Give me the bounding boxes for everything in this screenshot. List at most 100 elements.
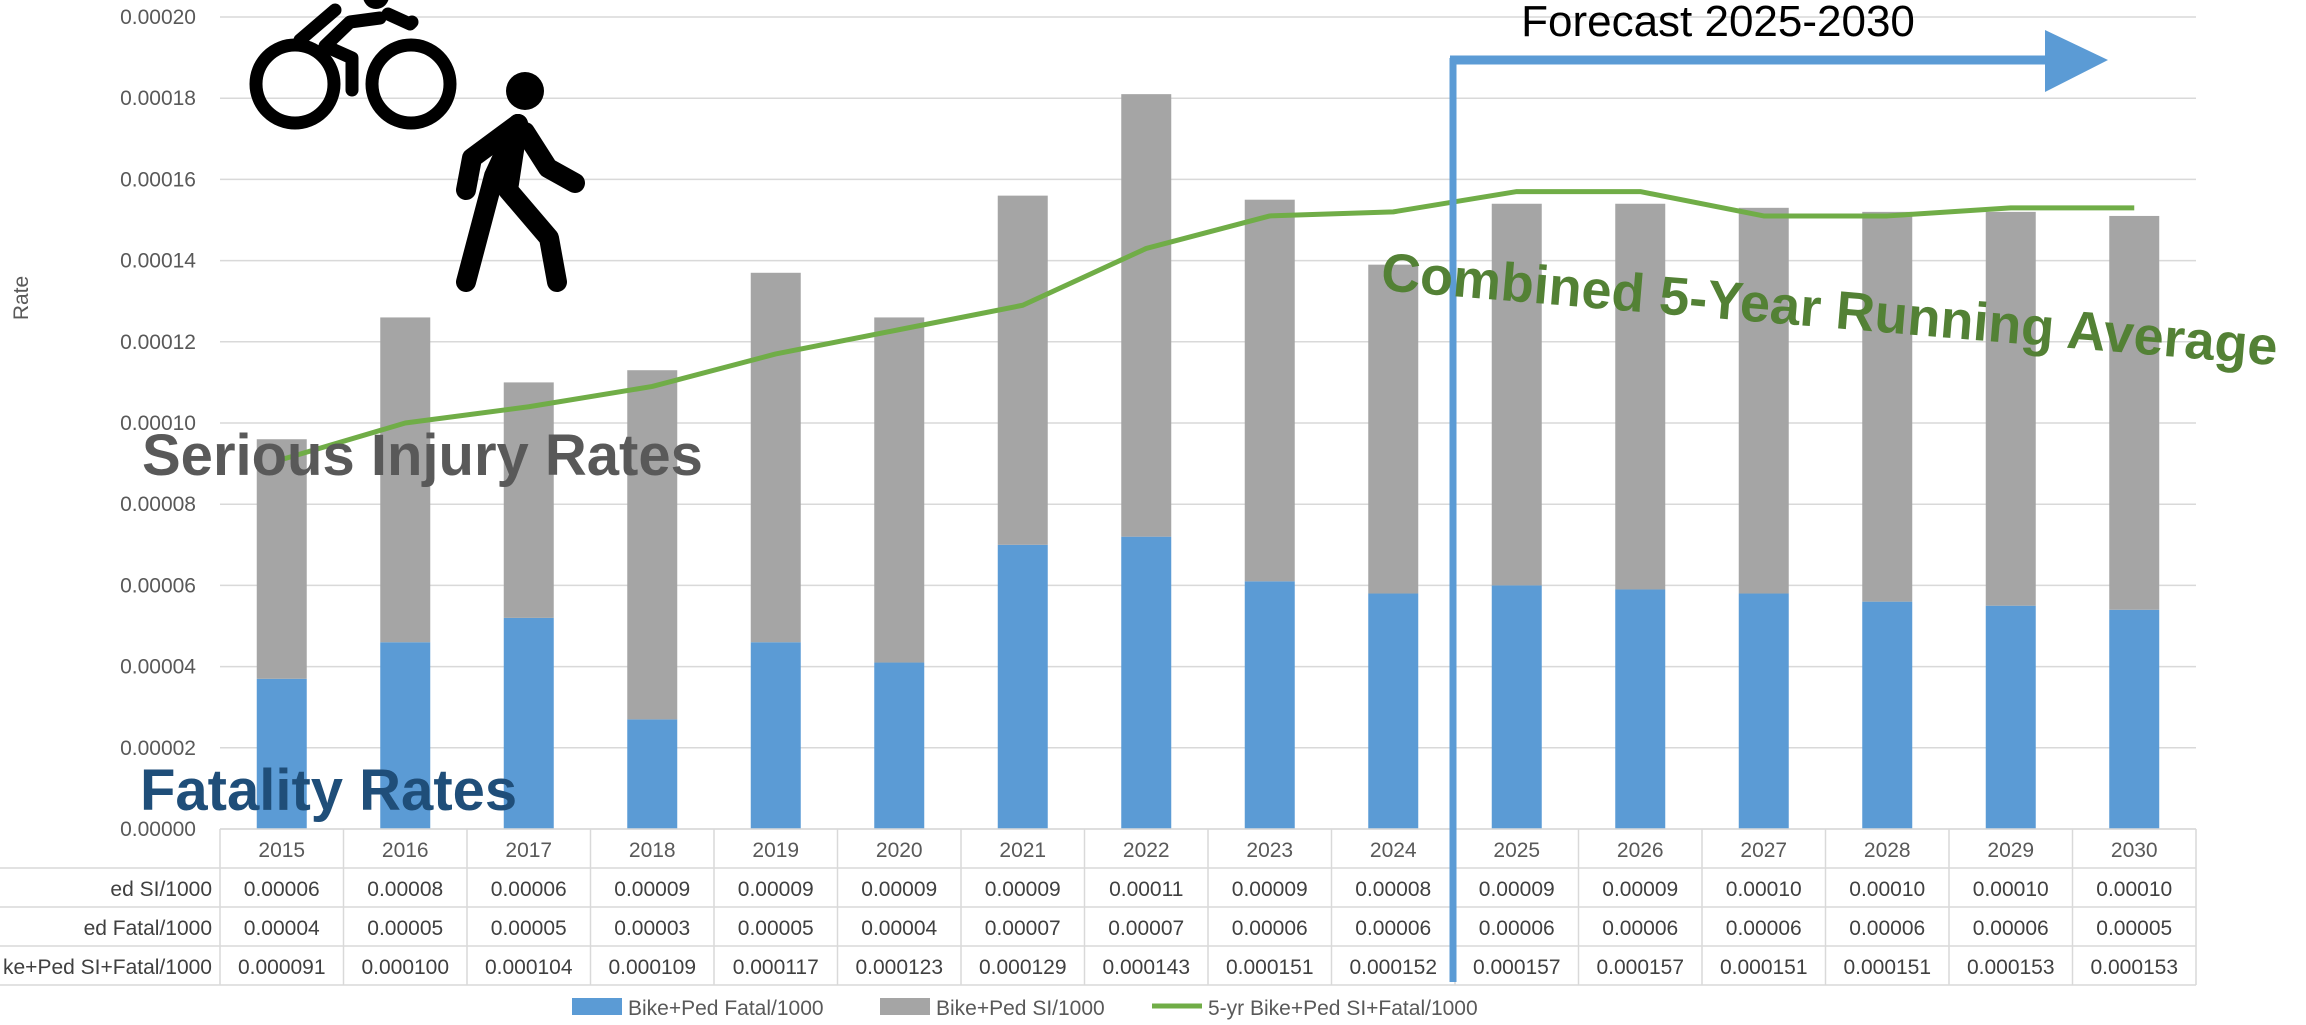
table-cell: 0.000152 — [1349, 956, 1437, 979]
legend-label: 5-yr Bike+Ped SI+Fatal/1000 — [1208, 997, 1478, 1020]
bar-bike-ped-si-1000 — [380, 317, 431, 643]
x-tick-label: 2027 — [1740, 839, 1787, 862]
x-tick-label: 2022 — [1123, 839, 1170, 862]
table-cell: 0.00006 — [1602, 917, 1678, 940]
bar-bike-ped-fatal-1000 — [1738, 593, 1789, 829]
bar-bike-ped-fatal-1000 — [1615, 589, 1666, 829]
table-cell: 0.00008 — [1355, 878, 1431, 901]
legend-label: Bike+Ped Fatal/1000 — [628, 997, 824, 1020]
table-cell: 0.00010 — [1726, 878, 1802, 901]
table-cell: 0.00010 — [2096, 878, 2172, 901]
table-cell: 0.000151 — [1226, 956, 1314, 979]
legend-swatch — [880, 998, 930, 1015]
running-average-line — [281, 189, 2135, 462]
bar-bike-ped-si-1000 — [1862, 211, 1913, 602]
table-cell: 0.00006 — [1849, 917, 1925, 940]
x-tick-label: 2015 — [258, 839, 305, 862]
table-cell: 0.00006 — [244, 878, 320, 901]
y-tick-label: 0.00004 — [120, 656, 196, 679]
bar-bike-ped-si-1000 — [874, 317, 925, 663]
y-tick-label: 0.00014 — [120, 250, 196, 273]
bar-bike-ped-si-1000 — [1738, 207, 1789, 594]
table-cell: 0.000091 — [238, 956, 326, 979]
legend-swatch — [572, 998, 622, 1015]
table-cell: 0.00009 — [861, 878, 937, 901]
legend: Bike+Ped Fatal/1000 Bike+Ped SI/1000 5-yr … — [572, 997, 1478, 1020]
bar-bike-ped-fatal-1000 — [2109, 609, 2160, 829]
bar-bike-ped-si-1000 — [1615, 203, 1666, 590]
forecast-marker: Forecast 2025-2030 — [1449, 0, 2108, 982]
bar-bike-ped-fatal-1000 — [1985, 605, 2036, 829]
table-cell: 0.00006 — [491, 878, 567, 901]
bar-bike-ped-si-1000 — [256, 439, 307, 679]
table-cell: 0.00010 — [1849, 878, 1925, 901]
x-tick-label: 2018 — [629, 839, 676, 862]
x-tick-label: 2024 — [1370, 839, 1417, 862]
table-cell: 0.00010 — [1973, 878, 2049, 901]
bar-bike-ped-si-1000 — [1368, 264, 1419, 594]
x-tick-label: 2020 — [876, 839, 923, 862]
x-tick-label: 2016 — [382, 839, 429, 862]
table-cell: 0.00009 — [738, 878, 814, 901]
table-cell: 0.00009 — [1232, 878, 1308, 901]
bar-bike-ped-fatal-1000 — [1121, 536, 1172, 829]
y-tick-labels: 0.00000 0.00002 0.00004 0.00006 0.00008 0.000… — [120, 6, 196, 841]
table-cell: 0.00004 — [244, 917, 320, 940]
table-cell: 0.000143 — [1102, 956, 1190, 979]
bars — [256, 94, 2160, 829]
table-cell: 0.00006 — [1479, 917, 1555, 940]
table-cell: 0.000129 — [979, 956, 1067, 979]
table-row-label: ed SI/1000 — [110, 878, 212, 901]
y-tick-label: 0.00012 — [120, 331, 196, 354]
table-row-label: ke+Ped SI+Fatal/1000 — [3, 956, 212, 979]
x-tick-label: 2029 — [1987, 839, 2034, 862]
table-cell: 0.000153 — [1967, 956, 2055, 979]
table-cell: 0.000104 — [485, 956, 573, 979]
table-cell: 0.00006 — [1232, 917, 1308, 940]
y-tick-label: 0.00020 — [120, 6, 196, 29]
table-cell: 0.000100 — [361, 956, 449, 979]
x-tick-label: 2023 — [1246, 839, 1293, 862]
bar-bike-ped-fatal-1000 — [627, 719, 678, 829]
table-cell: 0.00005 — [491, 917, 567, 940]
bar-bike-ped-si-1000 — [1985, 211, 2036, 606]
y-tick-label: 0.00018 — [120, 87, 196, 110]
table-cell: 0.000117 — [733, 956, 819, 979]
bar-bike-ped-si-1000 — [997, 195, 1048, 545]
bar-bike-ped-fatal-1000 — [380, 642, 431, 829]
table-cell: 0.00005 — [2096, 917, 2172, 940]
cyclist-icon — [249, 0, 457, 130]
bar-bike-ped-si-1000 — [1121, 94, 1172, 537]
bar-bike-ped-fatal-1000 — [1368, 593, 1419, 829]
y-tick-label: 0.00002 — [120, 737, 196, 760]
bar-bike-ped-fatal-1000 — [256, 678, 307, 829]
bar-bike-ped-fatal-1000 — [997, 544, 1048, 829]
bar-bike-ped-si-1000 — [750, 272, 801, 643]
bar-bike-ped-fatal-1000 — [1491, 585, 1542, 829]
table-cell: 0.00005 — [738, 917, 814, 940]
bar-bike-ped-si-1000 — [627, 370, 678, 720]
y-tick-label: 0.00010 — [120, 412, 196, 435]
bar-bike-ped-fatal-1000 — [503, 617, 554, 829]
table-cell: 0.00007 — [985, 917, 1061, 940]
pedestrian-icon — [456, 72, 585, 292]
forecast-label: Forecast 2025-2030 — [1521, 0, 1915, 46]
table-cell: 0.00011 — [1109, 878, 1183, 901]
data-table: 2015 2016 2017 2018 2019 2020 2021 2022 2023 2024… — [0, 828, 2197, 986]
table-cell: 0.00006 — [1726, 917, 1802, 940]
y-tick-label: 0.00016 — [120, 168, 196, 191]
table-cell: 0.00005 — [367, 917, 443, 940]
legend-label: Bike+Ped SI/1000 — [936, 997, 1105, 1020]
table-cell: 0.000151 — [1720, 956, 1808, 979]
forecast-arrow-head — [2045, 30, 2108, 92]
table-cell: 0.00004 — [861, 917, 937, 940]
table-cell: 0.00009 — [1602, 878, 1678, 901]
bar-bike-ped-fatal-1000 — [1244, 581, 1295, 829]
x-tick-label: 2017 — [505, 839, 552, 862]
table-cell: 0.00003 — [614, 917, 690, 940]
table-row-label: ed Fatal/1000 — [84, 917, 212, 940]
y-axis-label: Rate — [10, 276, 33, 320]
table-cell: 0.00009 — [1479, 878, 1555, 901]
